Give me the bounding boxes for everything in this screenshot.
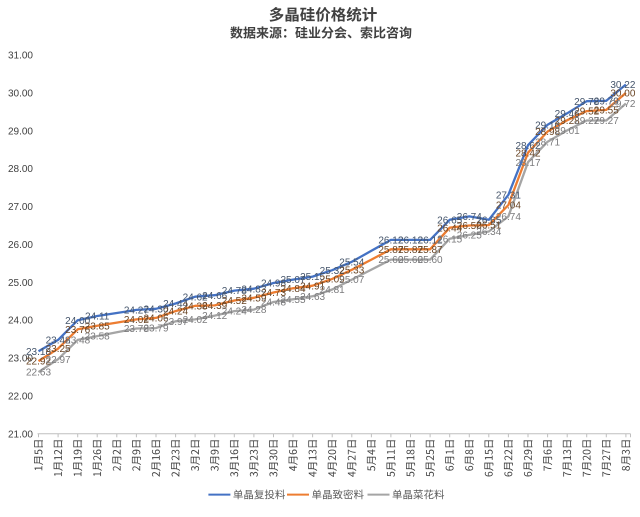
svg-text:25.87: 25.87: [398, 245, 423, 256]
svg-text:24.24: 24.24: [222, 307, 247, 318]
svg-text:25.60: 25.60: [378, 255, 403, 266]
svg-text:24.78: 24.78: [222, 286, 247, 297]
svg-text:24.48: 24.48: [261, 298, 286, 309]
svg-text:24.39: 24.39: [202, 301, 227, 312]
svg-text:24.00: 24.00: [8, 316, 33, 327]
svg-text:25.00: 25.00: [8, 278, 33, 289]
svg-text:26.15: 26.15: [437, 234, 462, 245]
svg-text:26.74: 26.74: [457, 212, 482, 223]
svg-text:22.92: 22.92: [26, 357, 51, 368]
svg-text:24.66: 24.66: [202, 291, 227, 302]
svg-text:24.12: 24.12: [202, 311, 227, 322]
svg-text:24.44: 24.44: [163, 299, 188, 310]
svg-text:29.46: 29.46: [555, 109, 580, 120]
svg-text:29.16: 29.16: [535, 120, 560, 131]
svg-text:25.33: 25.33: [339, 265, 364, 276]
svg-text:24.73: 24.73: [261, 288, 286, 299]
svg-text:28.42: 28.42: [515, 148, 540, 159]
svg-text:25.07: 25.07: [280, 275, 305, 286]
svg-text:24.28: 24.28: [241, 305, 266, 316]
svg-text:24.52: 24.52: [222, 296, 247, 307]
svg-text:29.79: 29.79: [594, 96, 619, 107]
svg-text:23.97: 23.97: [163, 317, 188, 328]
svg-text:26.25: 26.25: [457, 231, 482, 242]
svg-text:25.87: 25.87: [418, 245, 443, 256]
svg-text:24.81: 24.81: [320, 285, 345, 296]
svg-text:23.78: 23.78: [124, 324, 149, 335]
svg-text:24.24: 24.24: [163, 307, 188, 318]
svg-text:29.52: 29.52: [574, 107, 599, 118]
svg-text:25.54: 25.54: [339, 257, 364, 268]
svg-text:31.00: 31.00: [8, 51, 33, 62]
svg-text:28.00: 28.00: [8, 164, 33, 175]
svg-text:25.15: 25.15: [300, 272, 325, 283]
svg-text:30.22: 30.22: [610, 80, 635, 91]
svg-text:22.63: 22.63: [26, 368, 51, 379]
svg-text:26.50: 26.50: [457, 221, 482, 232]
svg-text:24.63: 24.63: [300, 292, 325, 303]
svg-text:25.07: 25.07: [339, 275, 364, 286]
svg-text:28.98: 28.98: [535, 127, 560, 138]
svg-text:28.71: 28.71: [535, 137, 560, 148]
svg-text:28.62: 28.62: [515, 141, 540, 152]
svg-text:27.04: 27.04: [496, 201, 521, 212]
svg-text:26.44: 26.44: [437, 223, 462, 234]
svg-text:26.34: 26.34: [476, 227, 501, 238]
svg-text:24.59: 24.59: [241, 293, 266, 304]
svg-text:25.32: 25.32: [320, 266, 345, 277]
svg-text:23.25: 23.25: [46, 344, 71, 355]
svg-text:26.74: 26.74: [496, 212, 521, 223]
svg-text:22.00: 22.00: [8, 391, 33, 402]
svg-text:29.72: 29.72: [610, 99, 635, 110]
svg-text:24.84: 24.84: [280, 284, 305, 295]
svg-text:24.62: 24.62: [183, 292, 208, 303]
svg-text:24.27: 24.27: [124, 306, 149, 317]
svg-text:26.51: 26.51: [476, 221, 501, 232]
svg-text:26.12: 26.12: [398, 236, 423, 247]
svg-text:23.48: 23.48: [65, 336, 90, 347]
svg-text:24.06: 24.06: [143, 314, 168, 325]
svg-text:24.00: 24.00: [65, 316, 90, 327]
svg-text:26.12: 26.12: [378, 236, 403, 247]
svg-text:29.78: 29.78: [574, 97, 599, 108]
svg-text:24.83: 24.83: [241, 284, 266, 295]
svg-text:27.31: 27.31: [496, 190, 521, 201]
svg-text:23.00: 23.00: [8, 354, 33, 365]
svg-text:29.00: 29.00: [8, 126, 33, 137]
svg-text:29.01: 29.01: [555, 126, 580, 137]
svg-text:25.60: 25.60: [418, 255, 443, 266]
svg-text:26.00: 26.00: [8, 240, 33, 251]
svg-text:29.28: 29.28: [555, 116, 580, 127]
svg-text:25.60: 25.60: [398, 255, 423, 266]
svg-text:26.65: 26.65: [437, 215, 462, 226]
svg-text:24.38: 24.38: [183, 301, 208, 312]
svg-text:24.30: 24.30: [143, 304, 168, 315]
svg-text:25.09: 25.09: [320, 275, 345, 286]
svg-text:24.55: 24.55: [280, 295, 305, 306]
svg-text:29.27: 29.27: [594, 116, 619, 127]
svg-text:23.79: 23.79: [143, 324, 168, 335]
svg-text:24.02: 24.02: [183, 315, 208, 326]
svg-text:30.00: 30.00: [610, 89, 635, 100]
svg-text:23.58: 23.58: [85, 332, 110, 343]
svg-text:25.87: 25.87: [378, 245, 403, 256]
svg-text:24.02: 24.02: [124, 315, 149, 326]
svg-text:29.55: 29.55: [594, 106, 619, 117]
svg-text:24.98: 24.98: [261, 279, 286, 290]
svg-text:26.65: 26.65: [476, 215, 501, 226]
svg-text:22.97: 22.97: [46, 355, 71, 366]
svg-text:28.17: 28.17: [515, 158, 540, 169]
svg-text:24.91: 24.91: [300, 281, 325, 292]
svg-text:29.27: 29.27: [574, 116, 599, 127]
svg-text:30.00: 30.00: [8, 88, 33, 99]
svg-text:23.85: 23.85: [85, 321, 110, 332]
svg-text:23.48: 23.48: [46, 336, 71, 347]
svg-text:21.00: 21.00: [8, 429, 33, 440]
svg-text:23.76: 23.76: [65, 325, 90, 336]
svg-text:24.11: 24.11: [85, 312, 110, 323]
svg-text:26.12: 26.12: [418, 236, 443, 247]
svg-text:27.00: 27.00: [8, 202, 33, 213]
svg-text:23.18: 23.18: [26, 347, 51, 358]
